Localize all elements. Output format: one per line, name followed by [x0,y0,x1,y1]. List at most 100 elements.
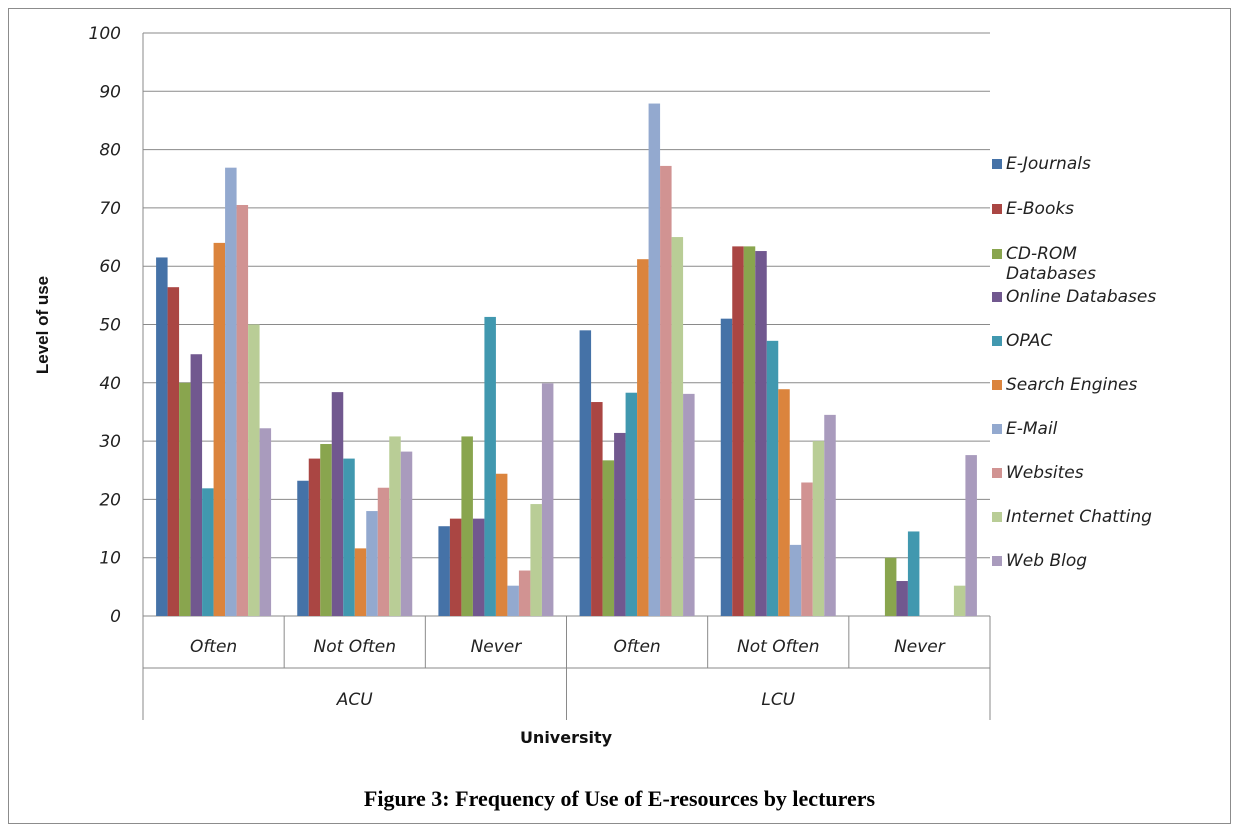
bar-cd-rom-databases [179,382,191,616]
bar-websites [236,204,249,617]
bar-internet-chatting [530,504,542,616]
y-tick-label: 90 [99,82,121,102]
legend-swatch [992,556,1002,566]
legend-label: E-Journals [1006,154,1091,174]
legend-swatch [992,336,1002,346]
bar-search-engines [495,473,508,616]
bar-internet-chatting [953,585,966,616]
bar-opac [625,392,638,616]
group-label: ACU [336,690,373,710]
bar-websites [660,165,672,616]
bar-search-engines [637,259,649,616]
bar-online-databases [614,432,626,616]
category-label: Never [894,637,946,657]
bar-cd-rom-databases [884,557,897,616]
legend-swatch [992,380,1002,390]
bar-e-books [591,402,603,616]
bar-web-blog [824,414,836,616]
bar-e-journals [438,526,450,616]
legend-swatch [992,468,1002,478]
bar-e-books [308,458,321,616]
axes [142,33,991,720]
bar-web-blog [965,455,977,616]
x-axis-title: University [520,728,613,747]
bar-opac [766,340,779,616]
bar-web-blog [683,393,695,616]
bar-cd-rom-databases [320,444,332,616]
bar-internet-chatting [248,324,260,616]
bar-internet-chatting [812,441,825,616]
y-tick-label: 0 [110,607,121,627]
legend: E-Journals E-Books CD-ROM Databases Online D… [992,154,1156,571]
bar-search-engines [778,389,790,616]
bar-websites [377,487,390,616]
bar-e-journals [720,318,733,616]
bar-websites [518,570,531,616]
bar-web-blog [400,451,413,616]
legend-label: Websites [1006,463,1084,483]
bar-cd-rom-databases [743,246,756,617]
legend-label: E-Books [1006,199,1074,219]
bar-e-mail [648,103,661,617]
figure-caption: Figure 3: Frequency of Use of E-resource… [363,786,876,811]
legend-swatch [992,424,1002,434]
bar-cd-rom-databases [461,436,473,616]
category-label: Never [471,637,523,657]
legend-swatch [992,249,1002,259]
chart-frame [8,8,1231,824]
bar-search-engines [354,548,367,616]
legend-label: OPAC [1006,331,1052,351]
legend-swatch [992,204,1002,214]
legend-label: Online Databases [1006,287,1156,307]
bar-internet-chatting [671,237,684,617]
bar-opac [907,531,920,616]
bar-online-databases [896,581,908,616]
y-axis-title: Level of use [33,276,52,374]
legend-label: Internet Chatting [1006,507,1152,527]
y-tick-label: 20 [99,490,121,510]
bar-opac [202,488,214,616]
y-tick-label: 70 [99,199,121,219]
bar-e-mail [366,511,378,616]
bar-e-journals [156,257,168,616]
bar-online-databases [331,392,344,616]
y-tick-label: 80 [99,141,121,161]
y-tick-label: 100 [89,24,121,44]
bar-e-mail [225,167,237,616]
bars [156,103,977,617]
bar-internet-chatting [389,436,401,616]
bar-online-databases [190,354,203,616]
y-tick-label: 60 [99,257,121,277]
legend-swatch [992,159,1002,169]
category-label: Often [613,637,660,657]
bar-search-engines [213,242,226,616]
y-tick-label: 10 [99,549,121,569]
legend-swatch [992,292,1002,302]
y-tick-label: 40 [99,374,121,394]
bar-e-journals [297,480,309,616]
bar-web-blog [259,428,272,616]
category-label: Often [190,637,237,657]
bar-opac [484,316,496,616]
bar-e-journals [579,330,592,616]
legend-swatch [992,512,1002,522]
y-tick-labels: 0 10 20 30 40 50 60 70 80 90 100 [89,24,121,627]
bar-opac [343,458,355,616]
legend-label: CD-ROM Databases [1006,244,1096,284]
legend-label: E-Mail [1006,419,1058,439]
bar-online-databases [755,251,767,617]
legend-label: Web Blog [1006,551,1087,571]
bar-e-mail [789,544,802,616]
bar-e-books [449,518,462,616]
bar-e-books [732,246,744,617]
category-label: Not Often [737,637,819,657]
y-tick-label: 50 [99,316,121,336]
legend-label: Search Engines [1006,375,1137,395]
category-label: Not Often [314,637,396,657]
y-tick-label: 30 [99,432,121,452]
bar-e-books [167,287,180,616]
group-label: LCU [761,690,795,710]
bar-web-blog [541,383,554,616]
bar-online-databases [472,518,485,616]
